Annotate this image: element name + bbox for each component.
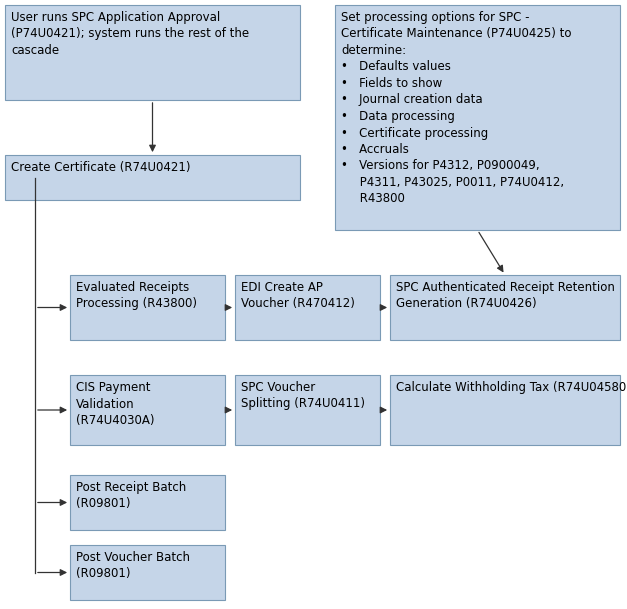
Text: Post Receipt Batch
(R09801): Post Receipt Batch (R09801) [76,481,186,510]
FancyBboxPatch shape [70,375,225,445]
Text: EDI Create AP
Voucher (R470412): EDI Create AP Voucher (R470412) [241,281,355,311]
Text: Calculate Withholding Tax (R74U04580): Calculate Withholding Tax (R74U04580) [396,381,627,394]
Text: User runs SPC Application Approval
(P74U0421); system runs the rest of the
casca: User runs SPC Application Approval (P74U… [11,11,249,57]
FancyBboxPatch shape [390,375,620,445]
FancyBboxPatch shape [335,5,620,230]
FancyBboxPatch shape [70,475,225,530]
FancyBboxPatch shape [235,375,380,445]
FancyBboxPatch shape [70,275,225,340]
Text: SPC Authenticated Receipt Retention
Generation (R74U0426): SPC Authenticated Receipt Retention Gene… [396,281,615,311]
FancyBboxPatch shape [235,275,380,340]
FancyBboxPatch shape [390,275,620,340]
Text: Evaluated Receipts
Processing (R43800): Evaluated Receipts Processing (R43800) [76,281,197,311]
Text: Post Voucher Batch
(R09801): Post Voucher Batch (R09801) [76,551,190,580]
FancyBboxPatch shape [5,5,300,100]
FancyBboxPatch shape [70,545,225,600]
Text: Create Certificate (R74U0421): Create Certificate (R74U0421) [11,161,191,174]
Text: Set processing options for SPC -
Certificate Maintenance (P74U0425) to
determine: Set processing options for SPC - Certifi… [341,11,571,205]
FancyBboxPatch shape [5,155,300,200]
Text: SPC Voucher
Splitting (R74U0411): SPC Voucher Splitting (R74U0411) [241,381,365,410]
Text: CIS Payment
Validation
(R74U4030A): CIS Payment Validation (R74U4030A) [76,381,154,427]
